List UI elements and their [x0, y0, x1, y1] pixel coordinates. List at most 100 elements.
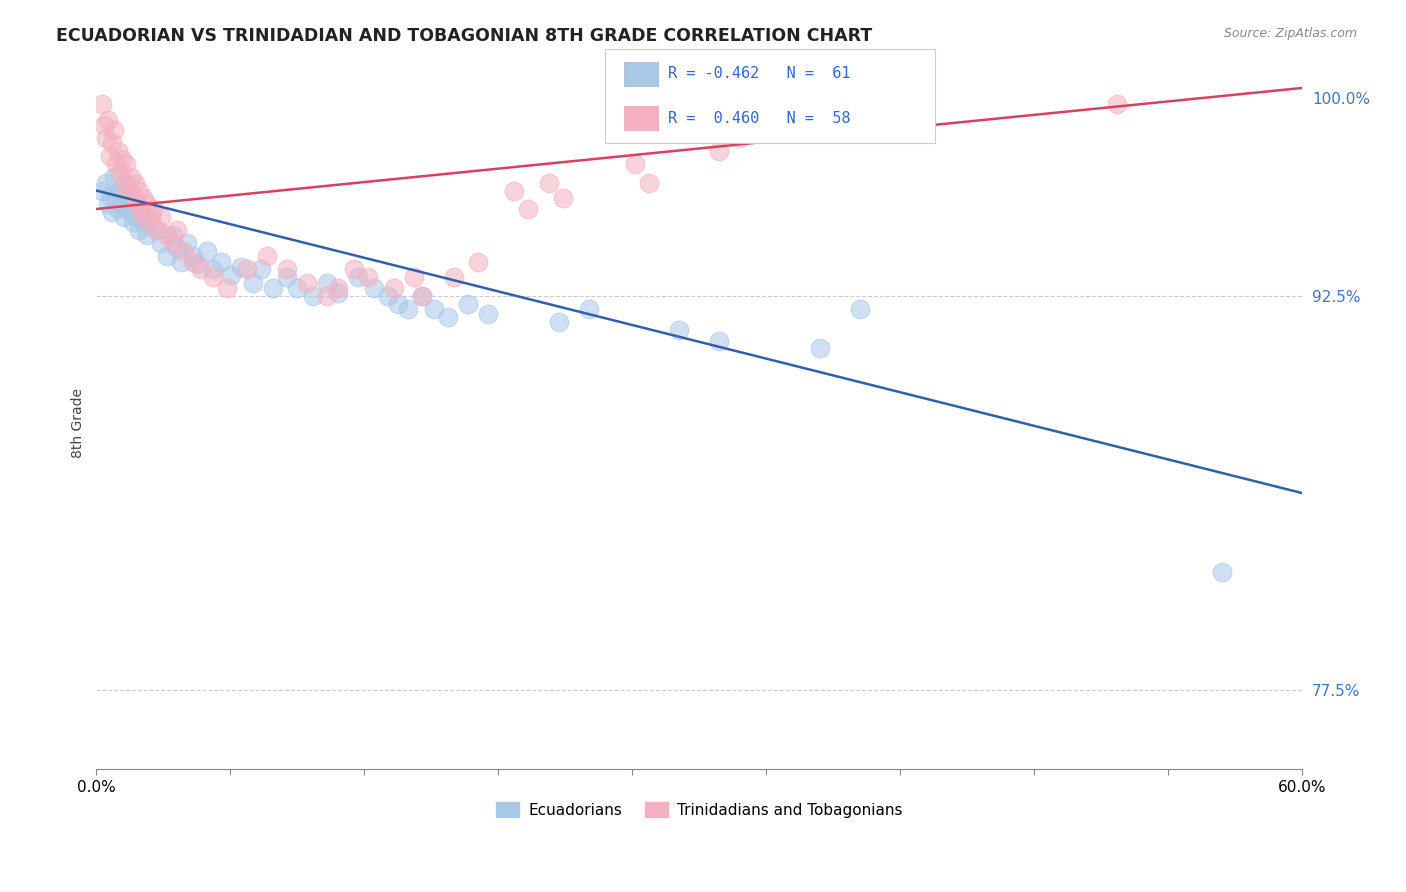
Point	[149, 210, 172, 224]
Point	[285, 281, 308, 295]
Point	[142, 202, 165, 216]
Point	[728, 131, 751, 145]
Text: R =  0.460   N =  58: R = 0.460 N = 58	[668, 111, 851, 126]
Point	[236, 262, 259, 277]
Point	[467, 254, 489, 268]
Point	[91, 96, 114, 111]
Point	[124, 176, 146, 190]
Point	[120, 170, 142, 185]
Y-axis label: 8th Grade: 8th Grade	[72, 388, 86, 458]
Point	[209, 254, 232, 268]
Point	[111, 196, 134, 211]
Point	[181, 249, 204, 263]
Point	[139, 215, 162, 229]
Point	[101, 204, 124, 219]
Point	[117, 191, 139, 205]
Point	[346, 270, 368, 285]
Point	[115, 157, 138, 171]
Point	[110, 165, 132, 179]
Point	[578, 301, 600, 316]
Point	[139, 210, 162, 224]
Point	[162, 236, 184, 251]
Point	[181, 254, 204, 268]
Point	[256, 249, 278, 263]
Point	[326, 286, 349, 301]
Point	[96, 176, 118, 190]
Point	[121, 189, 143, 203]
Point	[382, 281, 405, 295]
Point	[131, 215, 153, 229]
Point	[145, 223, 167, 237]
Point	[91, 184, 114, 198]
Point	[356, 270, 378, 285]
Point	[638, 176, 661, 190]
Point	[201, 270, 224, 285]
Point	[105, 191, 128, 205]
Point	[387, 296, 409, 310]
Point	[437, 310, 460, 324]
Point	[411, 289, 433, 303]
Point	[114, 210, 136, 224]
Point	[201, 262, 224, 277]
Text: Source: ZipAtlas.com: Source: ZipAtlas.com	[1223, 27, 1357, 40]
Text: R = -0.462   N =  61: R = -0.462 N = 61	[668, 66, 851, 81]
Point	[849, 301, 872, 316]
Point	[1211, 565, 1233, 579]
Point	[537, 176, 560, 190]
Legend: Ecuadorians, Trinidadians and Tobagonians: Ecuadorians, Trinidadians and Tobagonian…	[489, 796, 908, 824]
Point	[396, 301, 419, 316]
Point	[668, 323, 690, 337]
Point	[100, 149, 122, 163]
Point	[316, 276, 339, 290]
Point	[110, 184, 132, 198]
Point	[316, 289, 339, 303]
Point	[551, 191, 574, 205]
Point	[166, 223, 188, 237]
Point	[363, 281, 385, 295]
Point	[156, 228, 179, 243]
Point	[443, 270, 465, 285]
Point	[149, 236, 172, 251]
Point	[135, 196, 157, 211]
Point	[1107, 96, 1129, 111]
Point	[186, 257, 208, 271]
Point	[125, 210, 148, 224]
Point	[111, 152, 134, 166]
Point	[120, 204, 142, 219]
Point	[477, 307, 499, 321]
Point	[423, 301, 446, 316]
Point	[125, 196, 148, 211]
Point	[302, 289, 325, 303]
Point	[250, 262, 273, 277]
Point	[145, 223, 167, 237]
Point	[117, 184, 139, 198]
Point	[377, 289, 399, 303]
Point	[128, 223, 150, 237]
Point	[103, 170, 125, 185]
Point	[100, 189, 122, 203]
Point	[101, 136, 124, 151]
Point	[411, 289, 433, 303]
Point	[276, 262, 298, 277]
Point	[172, 244, 194, 258]
Point	[166, 242, 188, 256]
Point	[129, 202, 152, 216]
Point	[503, 184, 526, 198]
Point	[176, 236, 198, 251]
Point	[517, 202, 540, 216]
Point	[107, 144, 129, 158]
Point	[402, 270, 425, 285]
Point	[342, 262, 364, 277]
Point	[124, 196, 146, 211]
Point	[326, 281, 349, 295]
Point	[96, 131, 118, 145]
Point	[219, 268, 242, 282]
Point	[709, 334, 731, 348]
Point	[105, 157, 128, 171]
Point	[93, 118, 115, 132]
Point	[97, 196, 120, 211]
Point	[114, 176, 136, 190]
Text: ECUADORIAN VS TRINIDADIAN AND TOBAGONIAN 8TH GRADE CORRELATION CHART: ECUADORIAN VS TRINIDADIAN AND TOBAGONIAN…	[56, 27, 873, 45]
Point	[134, 210, 156, 224]
Point	[170, 254, 193, 268]
